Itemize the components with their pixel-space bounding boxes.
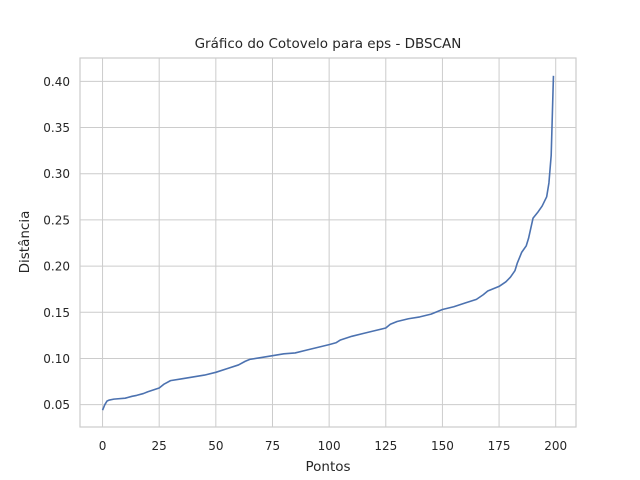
series-line <box>101 75 555 411</box>
x-tick-label: 25 <box>152 439 167 453</box>
x-tick-labels: 0 25 50 75 100 125 150 175 200 <box>99 439 567 453</box>
x-tick-label: 150 <box>431 439 454 453</box>
x-tick-label: 0 <box>99 439 107 453</box>
y-tick-label: 0.30 <box>43 167 70 181</box>
x-tick-label: 175 <box>488 439 511 453</box>
grid <box>80 58 576 427</box>
y-tick-label: 0.35 <box>43 121 70 135</box>
y-tick-label: 0.05 <box>43 398 70 412</box>
x-axis-title: Pontos <box>305 459 350 475</box>
y-tick-label: 0.10 <box>43 352 70 366</box>
y-tick-label: 0.25 <box>43 213 70 227</box>
chart-title: Gráfico do Cotovelo para eps - DBSCAN <box>195 36 462 52</box>
x-tick-label: 200 <box>544 439 567 453</box>
y-axis-title: Distância <box>17 211 33 274</box>
y-tick-label: 0.15 <box>43 306 70 320</box>
y-tick-label: 0.20 <box>43 260 70 274</box>
y-tick-labels: 0.05 0.10 0.15 0.20 0.25 0.30 0.35 0.40 <box>43 75 70 412</box>
x-tick-label: 125 <box>374 439 397 453</box>
x-tick-label: 75 <box>265 439 280 453</box>
x-tick-label: 100 <box>318 439 341 453</box>
series-layer <box>101 75 555 411</box>
y-tick-label: 0.40 <box>43 75 70 89</box>
x-tick-label: 50 <box>208 439 223 453</box>
plot-frame <box>79 57 577 428</box>
